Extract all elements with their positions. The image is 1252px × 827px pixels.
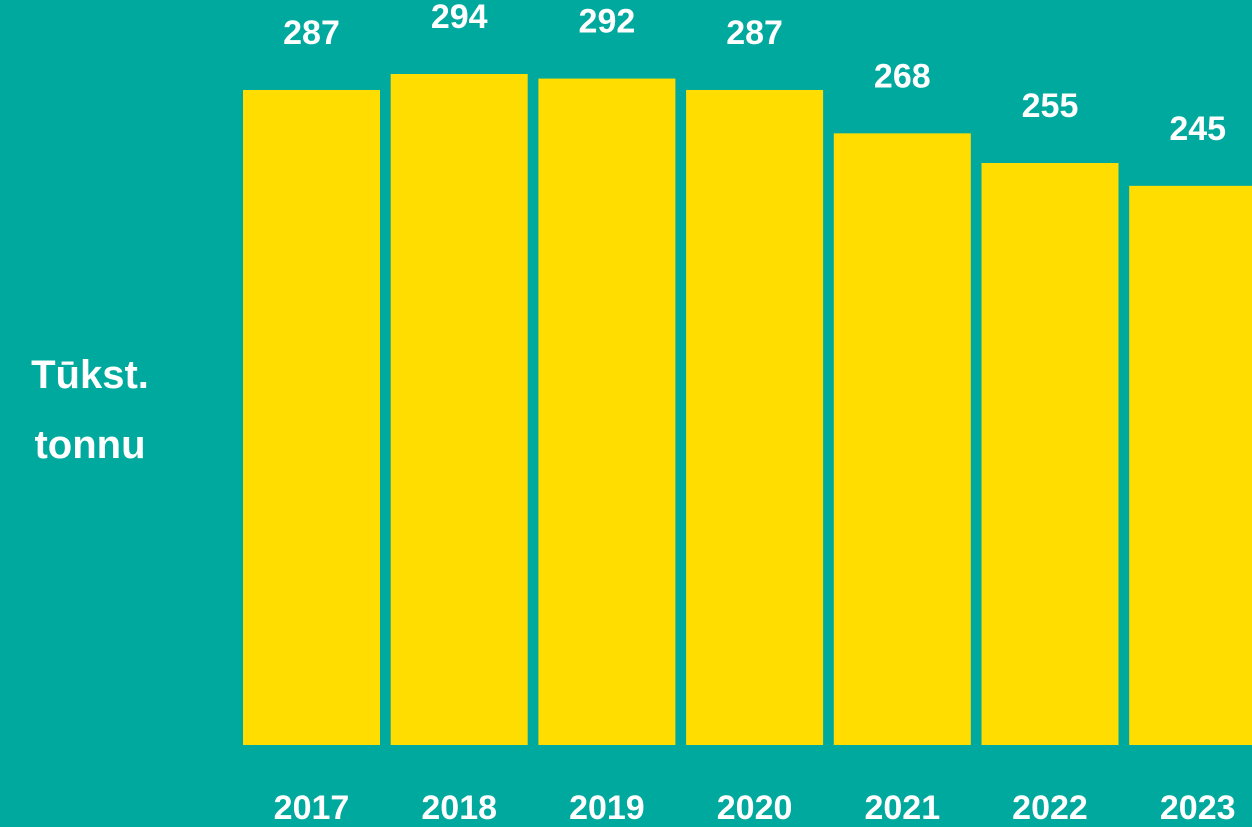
bar [1129,185,1252,746]
y-axis-label: Tūkst. tonnu [31,353,149,467]
x-tick-label: 2022 [1012,789,1088,827]
x-tick-label: 2019 [569,789,645,827]
x-tick-label: 2017 [274,789,350,827]
data-label: 268 [874,57,931,95]
x-tick-label: 2021 [864,789,940,827]
data-label: 255 [1022,87,1079,125]
bar [981,163,1119,746]
x-tick-label: 2020 [717,789,793,827]
data-label: 287 [726,14,783,52]
x-tick-label: 2023 [1160,789,1236,827]
bar [833,133,971,745]
bar [538,78,676,745]
bar [390,74,528,745]
x-tick-label: 2018 [421,789,497,827]
data-label: 287 [283,14,340,52]
bar [686,89,824,745]
data-label: 294 [431,0,488,36]
data-label: 292 [579,3,636,41]
data-label: 245 [1169,110,1226,148]
bar [243,89,380,745]
